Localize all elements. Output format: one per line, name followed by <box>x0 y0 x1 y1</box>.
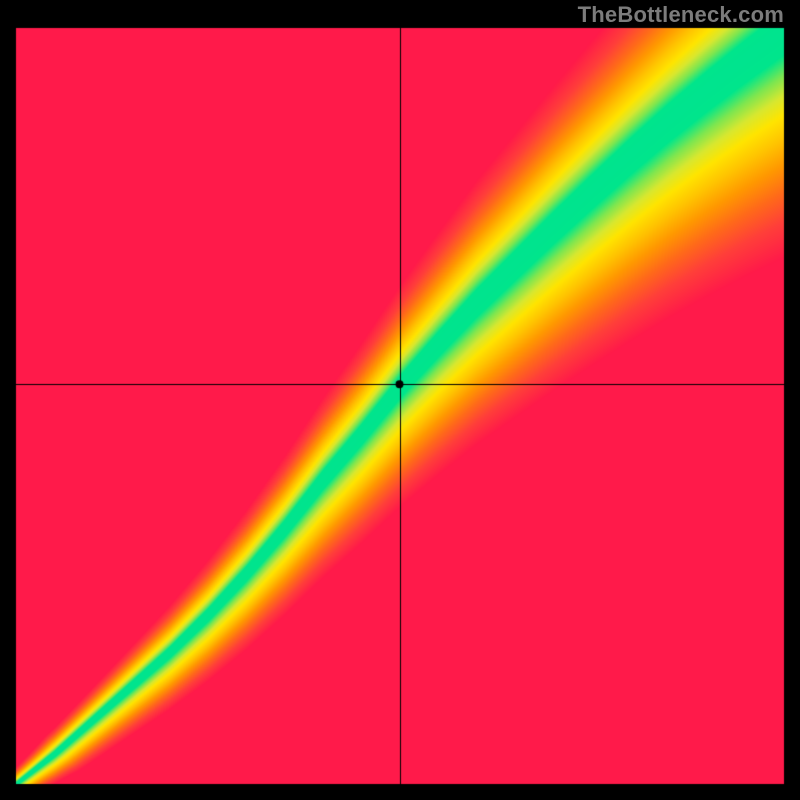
bottleneck-heatmap <box>0 0 800 800</box>
bottleneck-chart-container: { "watermark": { "text": "TheBottleneck.… <box>0 0 800 800</box>
